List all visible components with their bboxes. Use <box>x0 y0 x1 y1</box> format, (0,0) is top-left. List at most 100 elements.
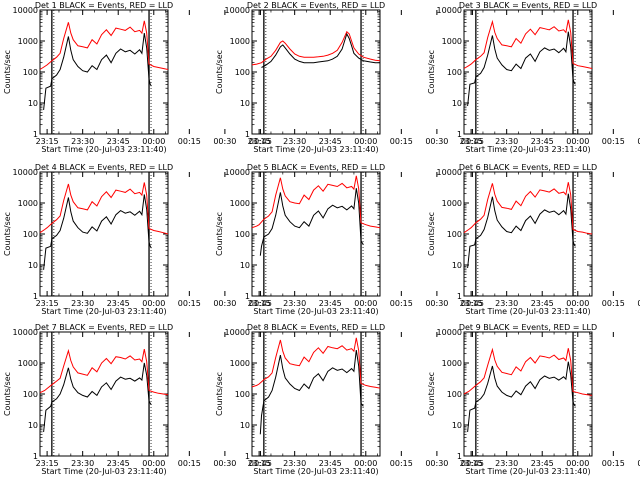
panel-det-4: 1 10 100 1000 10000 23:15 23:30 23:45 00:00 00:15… <box>3 163 272 316</box>
y-axis-title: Counts/sec <box>427 50 436 94</box>
y-tick-label: 10000 <box>437 328 462 337</box>
y-tick-label: 1000 <box>442 37 462 46</box>
x-tick-label: 23:15 <box>248 299 271 308</box>
panel-det-8: 1 10 100 1000 10000 23:15 23:30 23:45 00:00 00:15… <box>215 323 484 476</box>
x-tick-label: 00:15 <box>602 459 625 468</box>
series-line-events <box>467 193 576 269</box>
y-tick-label: 100 <box>235 390 250 399</box>
x-tick-label: 00:30 <box>637 299 640 308</box>
x-tick-label: 23:30 <box>283 299 306 308</box>
series-line-lld <box>251 337 381 389</box>
series-line-events <box>259 350 364 435</box>
x-tick-label: 23:30 <box>71 299 94 308</box>
x-tick-label: 23:30 <box>283 137 306 146</box>
panel-title: Det 7 BLACK = Events, RED = LLD <box>35 323 173 332</box>
x-axis-title: Start Time (20-Jul-03 23:11:40) <box>41 145 166 154</box>
x-tick-label: 00:30 <box>213 299 236 308</box>
x-tick-label: 23:45 <box>531 299 554 308</box>
x-tick-label: 00:00 <box>354 459 377 468</box>
x-tick-label: 23:45 <box>531 137 554 146</box>
y-tick-label: 100 <box>23 230 38 239</box>
y-tick-label: 10 <box>452 421 462 430</box>
panel-det-2: 1 10 100 1000 10000 23:15 23:30 23:45 00:00 00:15… <box>215 1 484 154</box>
panel-title: Det 9 BLACK = Events, RED = LLD <box>459 323 597 332</box>
panel-det-9: 1 10 100 1000 10000 23:15 23:30 23:45 00:00 00:15… <box>427 323 640 476</box>
x-axis-title: Start Time (20-Jul-03 23:11:40) <box>253 307 378 316</box>
y-axis-title: Counts/sec <box>215 212 224 256</box>
y-tick-label: 100 <box>235 230 250 239</box>
x-tick-label: 23:45 <box>531 459 554 468</box>
x-tick-label: 23:45 <box>319 459 342 468</box>
y-tick-label: 10000 <box>13 328 38 337</box>
x-tick-label: 00:15 <box>390 137 413 146</box>
series-line-events <box>467 361 576 432</box>
x-tick-label: 00:30 <box>425 299 448 308</box>
y-axis-title: Counts/sec <box>3 212 12 256</box>
panel-det-6: 1 10 100 1000 10000 23:15 23:30 23:45 00:00 00:15… <box>427 163 640 316</box>
y-tick-label: 10000 <box>437 6 462 15</box>
x-tick-label: 00:45 <box>461 137 484 146</box>
y-axis-title: Counts/sec <box>215 50 224 94</box>
panel-title: Det 5 BLACK = Events, RED = LLD <box>247 163 385 172</box>
x-axis-title: Start Time (20-Jul-03 23:11:40) <box>465 467 590 476</box>
x-tick-label: 00:30 <box>213 137 236 146</box>
y-tick-label: 1000 <box>18 359 38 368</box>
x-axis-title: Start Time (20-Jul-03 23:11:40) <box>253 145 378 154</box>
y-axis-title: Counts/sec <box>3 372 12 416</box>
series-line-lld <box>251 30 381 66</box>
x-tick-label: 00:00 <box>566 137 589 146</box>
series-line-events <box>43 33 152 110</box>
y-tick-label: 10000 <box>225 168 250 177</box>
x-tick-label: 00:15 <box>602 137 625 146</box>
x-tick-label: 00:30 <box>213 459 236 468</box>
y-tick-label: 10 <box>240 421 250 430</box>
y-tick-label: 1 <box>457 292 462 301</box>
y-tick-label: 1 <box>33 130 38 139</box>
series-line-lld <box>463 182 593 235</box>
x-axis-title: Start Time (20-Jul-03 23:11:40) <box>465 307 590 316</box>
y-tick-label: 1 <box>457 452 462 461</box>
y-tick-label: 1000 <box>230 359 250 368</box>
x-tick-label: 23:30 <box>283 459 306 468</box>
x-tick-label: 00:30 <box>637 459 640 468</box>
y-tick-label: 1 <box>245 452 250 461</box>
y-tick-label: 10 <box>240 99 250 108</box>
x-tick-label: 23:15 <box>36 459 59 468</box>
panel-title: Det 3 BLACK = Events, RED = LLD <box>459 1 597 10</box>
panel-title: Det 8 BLACK = Events, RED = LLD <box>247 323 385 332</box>
x-tick-label: 23:15 <box>248 459 271 468</box>
series-line-events <box>261 32 380 68</box>
y-tick-label: 10000 <box>225 328 250 337</box>
x-tick-label: 00:30 <box>425 137 448 146</box>
x-tick-label: 00:15 <box>390 299 413 308</box>
x-tick-label: 23:30 <box>71 459 94 468</box>
y-axis-title: Counts/sec <box>427 372 436 416</box>
x-tick-label: 23:15 <box>36 299 59 308</box>
y-axis-title: Counts/sec <box>427 212 436 256</box>
y-tick-label: 10 <box>452 261 462 270</box>
x-tick-label: 00:15 <box>178 137 201 146</box>
x-axis-title: Start Time (20-Jul-03 23:11:40) <box>41 307 166 316</box>
y-tick-label: 10 <box>452 99 462 108</box>
x-axis-title: Start Time (20-Jul-03 23:11:40) <box>465 145 590 154</box>
x-tick-label: 00:00 <box>142 137 165 146</box>
y-tick-label: 100 <box>447 390 462 399</box>
y-tick-label: 1000 <box>18 199 38 208</box>
x-tick-label: 23:45 <box>107 137 130 146</box>
x-tick-label: 00:45 <box>461 459 484 468</box>
series-line-lld <box>463 347 593 396</box>
x-tick-label: 00:45 <box>249 459 272 468</box>
panel-det-5: 1 10 100 1000 10000 23:15 23:30 23:45 00:00 00:15… <box>215 163 484 316</box>
x-tick-label: 00:15 <box>602 299 625 308</box>
panel-title: Det 2 BLACK = Events, RED = LLD <box>247 1 385 10</box>
y-tick-label: 10000 <box>437 168 462 177</box>
x-axis-title: Start Time (20-Jul-03 23:11:40) <box>41 467 166 476</box>
panel-title: Det 1 BLACK = Events, RED = LLD <box>35 1 173 10</box>
y-tick-label: 1000 <box>230 37 250 46</box>
x-tick-label: 23:45 <box>319 137 342 146</box>
x-tick-label: 00:45 <box>461 299 484 308</box>
y-tick-label: 1 <box>33 452 38 461</box>
x-tick-label: 00:15 <box>178 299 201 308</box>
y-tick-label: 100 <box>23 68 38 77</box>
